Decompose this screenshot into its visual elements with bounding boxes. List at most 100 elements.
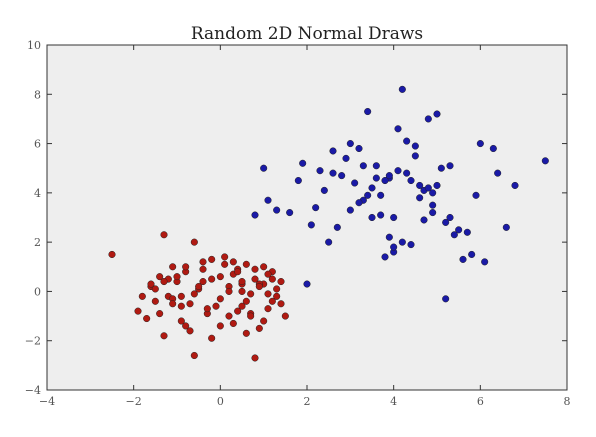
data-point-series-2 bbox=[502, 223, 510, 231]
data-point-series-2 bbox=[333, 223, 341, 231]
data-point-series-2 bbox=[381, 253, 389, 261]
data-point-series-1 bbox=[147, 280, 155, 288]
data-point-series-2 bbox=[494, 169, 502, 177]
data-point-series-2 bbox=[355, 144, 363, 153]
data-point-series-1 bbox=[208, 334, 216, 342]
x-tick-label: −4 bbox=[39, 395, 55, 408]
data-point-series-2 bbox=[398, 238, 406, 246]
data-point-series-2 bbox=[264, 196, 272, 204]
data-point-series-1 bbox=[281, 312, 289, 320]
data-point-series-2 bbox=[416, 194, 424, 202]
data-point-series-1 bbox=[138, 292, 146, 300]
data-point-series-2 bbox=[316, 167, 324, 175]
data-point-series-1 bbox=[190, 238, 198, 246]
data-point-series-2 bbox=[368, 213, 376, 222]
data-point-series-2 bbox=[312, 204, 320, 212]
chart-title: Random 2D Normal Draws bbox=[191, 24, 423, 44]
data-point-series-1 bbox=[151, 285, 159, 293]
data-point-series-1 bbox=[242, 329, 250, 337]
data-point-series-2 bbox=[403, 137, 411, 145]
data-point-series-1 bbox=[151, 297, 159, 305]
data-point-series-2 bbox=[303, 280, 311, 288]
data-point-series-2 bbox=[286, 209, 294, 217]
data-point-series-2 bbox=[407, 176, 415, 185]
data-point-series-1 bbox=[186, 300, 194, 308]
data-point-series-2 bbox=[463, 228, 471, 236]
data-point-series-2 bbox=[299, 159, 307, 167]
data-point-series-1 bbox=[160, 332, 168, 340]
x-tick-label: 0 bbox=[217, 395, 224, 408]
data-point-series-1 bbox=[160, 278, 168, 286]
data-point-series-2 bbox=[442, 295, 450, 303]
data-point-series-2 bbox=[294, 176, 302, 185]
data-point-series-2 bbox=[472, 191, 480, 199]
data-point-series-2 bbox=[450, 231, 458, 239]
data-point-series-1 bbox=[238, 302, 246, 310]
data-point-series-1 bbox=[186, 327, 194, 335]
data-point-series-1 bbox=[199, 278, 207, 286]
data-point-series-1 bbox=[169, 300, 177, 308]
data-points bbox=[108, 85, 549, 362]
data-point-series-1 bbox=[247, 290, 255, 298]
data-point-series-2 bbox=[364, 107, 372, 116]
data-point-series-1 bbox=[264, 270, 272, 278]
data-point-series-2 bbox=[260, 164, 268, 172]
data-point-series-2 bbox=[346, 140, 354, 148]
data-point-series-2 bbox=[390, 243, 398, 251]
y-tick-label: 8 bbox=[34, 88, 41, 101]
data-point-series-1 bbox=[264, 290, 272, 298]
data-point-series-2 bbox=[273, 206, 281, 214]
data-point-series-2 bbox=[489, 144, 497, 153]
data-point-series-1 bbox=[273, 292, 281, 300]
data-point-series-2 bbox=[433, 110, 441, 118]
data-point-series-2 bbox=[437, 164, 445, 172]
x-tick-label: 2 bbox=[304, 395, 311, 408]
data-point-series-1 bbox=[169, 263, 177, 271]
data-point-series-1 bbox=[268, 297, 276, 305]
data-point-series-1 bbox=[216, 322, 224, 330]
y-tick-label: 10 bbox=[27, 39, 41, 52]
data-point-series-2 bbox=[411, 152, 419, 160]
data-point-series-2 bbox=[355, 199, 363, 207]
data-point-series-1 bbox=[277, 300, 285, 308]
data-point-series-1 bbox=[212, 302, 220, 310]
data-point-series-2 bbox=[377, 191, 385, 199]
data-point-series-1 bbox=[134, 307, 142, 315]
data-point-series-1 bbox=[160, 231, 168, 239]
data-point-series-2 bbox=[329, 169, 337, 177]
data-point-series-2 bbox=[411, 142, 419, 150]
data-point-series-1 bbox=[177, 292, 185, 300]
data-point-series-1 bbox=[203, 305, 211, 313]
data-point-series-1 bbox=[199, 258, 207, 266]
data-point-series-2 bbox=[394, 125, 402, 133]
data-point-series-1 bbox=[108, 250, 116, 259]
data-point-series-1 bbox=[208, 255, 216, 263]
data-point-series-1 bbox=[242, 297, 250, 305]
data-point-series-2 bbox=[424, 115, 432, 123]
y-tick-label: −2 bbox=[25, 335, 41, 348]
y-tick-label: 2 bbox=[34, 236, 41, 249]
data-point-series-2 bbox=[372, 174, 380, 182]
data-point-series-2 bbox=[329, 147, 337, 155]
data-point-series-2 bbox=[424, 184, 432, 192]
data-point-series-2 bbox=[433, 181, 441, 190]
data-point-series-1 bbox=[190, 290, 198, 298]
data-point-series-1 bbox=[182, 322, 190, 330]
x-tick-label: 6 bbox=[477, 395, 484, 408]
data-point-series-1 bbox=[260, 317, 268, 325]
data-point-series-2 bbox=[476, 140, 484, 148]
x-tick-label: −2 bbox=[126, 395, 142, 408]
data-point-series-1 bbox=[221, 260, 229, 268]
data-point-series-2 bbox=[468, 250, 476, 259]
y-tick-label: 4 bbox=[34, 187, 41, 200]
data-point-series-1 bbox=[216, 295, 224, 303]
data-point-series-2 bbox=[407, 241, 415, 249]
axis-ticks: −4 −2 0 2 4 6 8 −4 −2 0 2 4 6 8 10 bbox=[25, 39, 571, 408]
data-point-series-1 bbox=[229, 258, 237, 266]
data-point-series-1 bbox=[277, 278, 285, 286]
data-point-series-1 bbox=[238, 287, 246, 295]
x-tick-label: 4 bbox=[390, 395, 397, 408]
data-point-series-2 bbox=[394, 167, 402, 175]
data-point-series-1 bbox=[208, 275, 216, 283]
y-tick-label: −4 bbox=[25, 384, 41, 397]
